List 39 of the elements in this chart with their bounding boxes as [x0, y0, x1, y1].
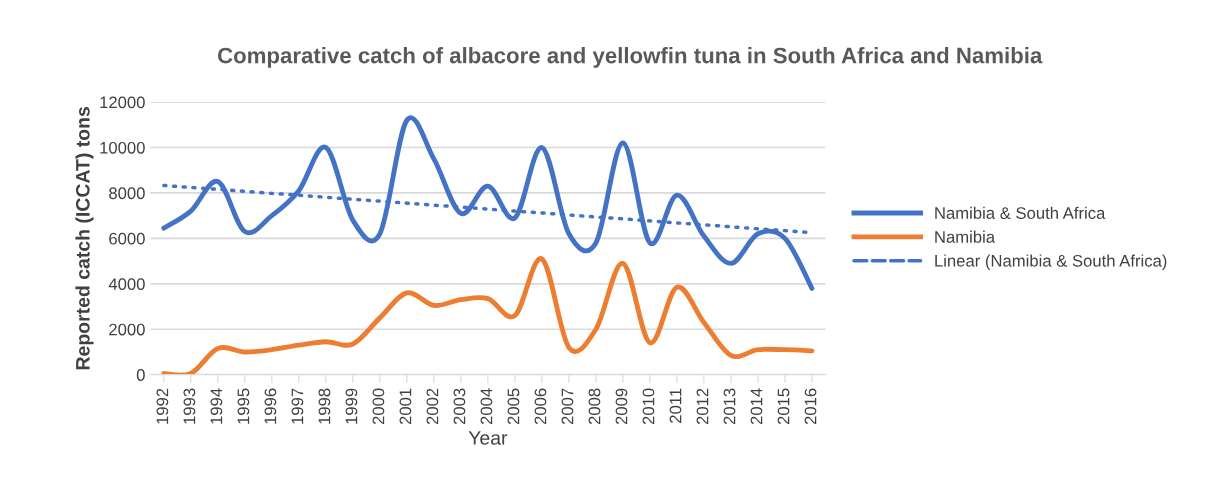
x-tick-label: 2004	[480, 388, 493, 425]
x-tick-label: 2010	[642, 388, 655, 425]
legend-label: Namibia & South Africa	[935, 206, 1106, 219]
x-tick-label: 2005	[507, 388, 520, 425]
x-tick-label: 2013	[723, 388, 736, 425]
y-tick-label: 12000	[100, 96, 145, 109]
y-tick-label: 10000	[100, 141, 145, 154]
x-tick-label: 1997	[291, 388, 304, 424]
x-tick-label: 2008	[588, 388, 601, 425]
y-tick-label: 0	[136, 369, 145, 381]
x-tick-label: 2016	[804, 388, 817, 425]
y-axis-title: Reported catch (ICCAT) tons	[75, 107, 94, 370]
x-tick-label: 2001	[399, 388, 412, 425]
y-tick-label: 6000	[109, 232, 145, 245]
x-tick-label: 2003	[453, 388, 466, 425]
legend-label: Linear (Namibia & South Africa)	[935, 254, 1167, 270]
x-tick-label: 1994	[210, 388, 223, 424]
y-tick-label: 4000	[108, 278, 145, 291]
x-tick-label: 1995	[237, 388, 250, 424]
x-tick-label: 1992	[156, 388, 169, 424]
x-tick-label: 2007	[561, 388, 574, 425]
x-tick-label: 2012	[696, 388, 709, 425]
x-tick-label: 2006	[534, 388, 547, 425]
x-tick-label: 2015	[777, 388, 790, 425]
y-tick-label: 2000	[109, 323, 145, 336]
x-tick-label: 2011	[669, 388, 682, 423]
x-tick-label: 1998	[318, 388, 331, 424]
x-tick-label: 2014	[750, 388, 763, 425]
x-tick-label: 1999	[345, 388, 358, 424]
x-tick-label: 2000	[372, 388, 385, 425]
y-tick-label: 8000	[109, 187, 145, 200]
line-series	[161, 256, 815, 375]
legend-label: Namibia	[935, 230, 996, 243]
x-tick-label: 2002	[426, 388, 439, 425]
x-tick-label: 1996	[264, 388, 277, 424]
x-tick-label: 2009	[615, 388, 628, 425]
chart-title: Comparative catch of albacore and yellowfin tuna in South Africa and Namibia	[217, 47, 1043, 68]
x-axis-title: Year	[468, 431, 508, 445]
x-tick-label: 1993	[183, 388, 196, 424]
